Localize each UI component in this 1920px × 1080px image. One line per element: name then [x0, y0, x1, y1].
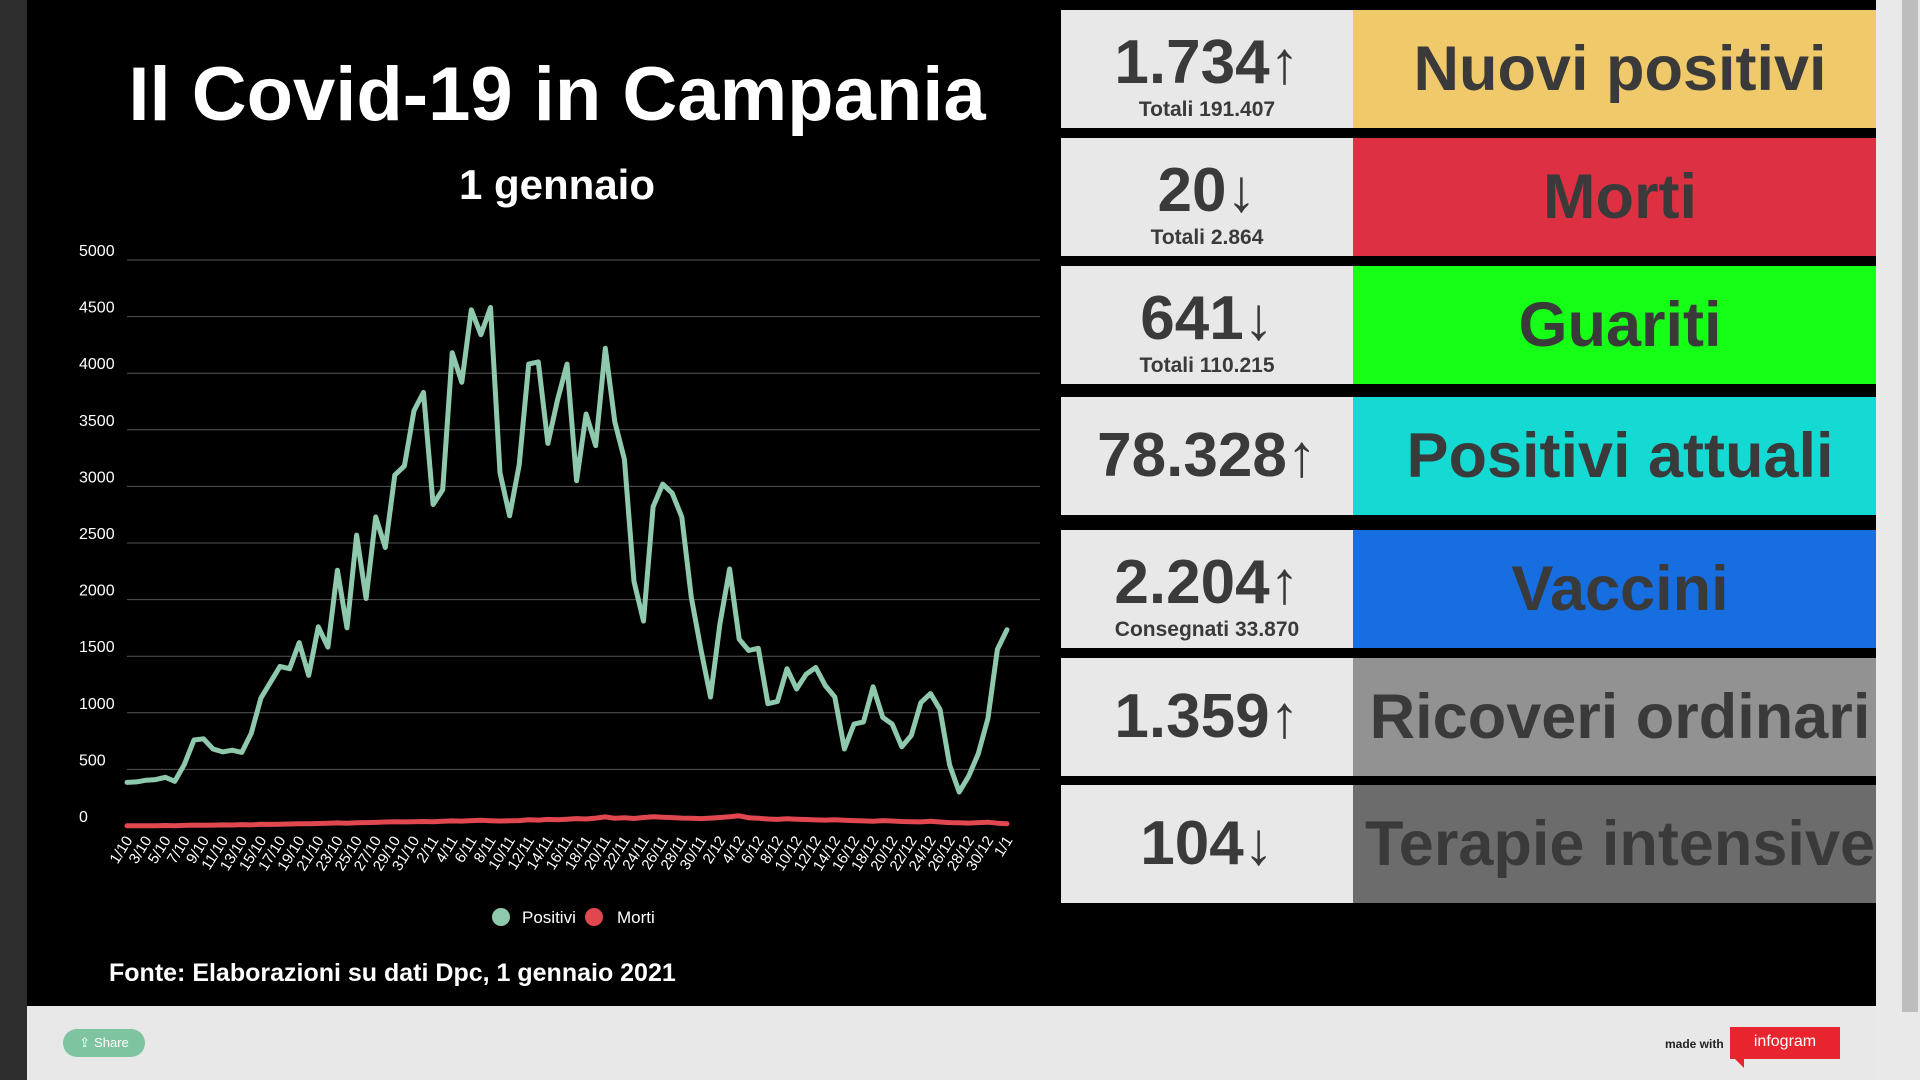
stat-label: Morti [1543, 162, 1697, 232]
arrow-up-icon: ↑ [1269, 683, 1300, 750]
stat-number: 2.204 [1114, 548, 1270, 617]
arrow-down-icon: ↓ [1226, 157, 1257, 224]
stat-label: Guariti [1518, 290, 1722, 360]
arrow-up-icon: ↑ [1286, 422, 1317, 489]
stat-card: 1.734↑ Totali 191.407 [1061, 10, 1353, 128]
stat-card: 2.204↑ Consegnati 33.870 [1061, 530, 1353, 648]
page-title: Il Covid-19 in Campania [128, 52, 986, 137]
stat-total: Totali 110.215 [1139, 354, 1275, 377]
y-tick-label: 2000 [79, 583, 115, 600]
stat-card: 20↓ Totali 2.864 [1061, 138, 1353, 256]
stat-label-box: Terapie intensive [1353, 785, 1887, 903]
chart-legend: Positivi Morti [492, 908, 655, 927]
share-label: Share [94, 1035, 129, 1050]
y-tick-label: 2500 [79, 526, 115, 543]
legend-swatch [492, 908, 510, 926]
stat-label-box: Morti [1353, 138, 1887, 256]
y-tick-label: 1500 [79, 639, 115, 656]
stat-label-box: Vaccini [1353, 530, 1887, 648]
stat-total: Consegnati 33.870 [1114, 618, 1300, 641]
stat-card: 641↓ Totali 110.215 [1061, 266, 1353, 384]
y-tick-label: 0 [79, 809, 88, 826]
stat-number: 1.734 [1114, 28, 1270, 97]
stat-value: 1.734↑ [1061, 28, 1353, 98]
share-button[interactable]: ⇪ Share [63, 1029, 145, 1057]
stat-label: Positivi attuali [1406, 421, 1834, 491]
stat-number: 104 [1140, 809, 1244, 878]
stat-label: Vaccini [1511, 554, 1729, 624]
infographic-canvas: Il Covid-19 in Campania 1 gennaio 0 500 10… [27, 0, 1887, 1006]
y-tick-label: 5000 [79, 243, 115, 260]
window-left-edge [0, 0, 27, 1080]
page-subtitle: 1 gennaio [458, 161, 656, 208]
footer-bar [27, 1006, 1876, 1080]
stat-value: 78.328↑ [1061, 421, 1353, 491]
stat-number: 1.359 [1114, 682, 1270, 751]
stat-value: 641↓ [1061, 284, 1353, 354]
y-tick-label: 3000 [79, 469, 115, 486]
arrow-down-icon: ↓ [1243, 285, 1274, 352]
y-tick-label: 4000 [79, 356, 115, 373]
stat-total: Totali 2.864 [1150, 226, 1264, 249]
stat-number: 78.328 [1097, 421, 1287, 490]
y-axis: 0 500 1000 1500 2000 2500 3000 3500 4000 4500 5000 [79, 243, 115, 826]
stat-label: Terapie intensive [1364, 809, 1876, 879]
stat-label: Ricoveri ordinari [1369, 682, 1871, 752]
infogram-logo[interactable]: infogram [1730, 1027, 1840, 1068]
scrollbar-thumb[interactable] [1902, 0, 1918, 1012]
stat-total: Totali 191.407 [1138, 98, 1276, 121]
stat-value: 2.204↑ [1061, 548, 1353, 618]
share-icon: ⇪ [79, 1035, 91, 1050]
x-tick-label: 1/1 [991, 833, 1016, 860]
legend-label: Positivi [522, 908, 576, 927]
stat-card: 78.328↑ [1061, 397, 1353, 515]
y-tick-label: 1000 [79, 696, 115, 713]
series-line-positivi [124, 305, 1010, 795]
y-tick-label: 4500 [79, 300, 115, 317]
stat-value: 20↓ [1061, 156, 1353, 226]
stat-value: 1.359↑ [1061, 682, 1353, 752]
chart-series [124, 305, 1010, 829]
x-axis: 1/103/105/107/109/1011/1013/1015/1017/10… [107, 833, 1017, 874]
stat-label-box: Guariti [1353, 266, 1887, 384]
source-note: Fonte: Elaborazioni su dati Dpc, 1 genna… [109, 959, 676, 987]
y-tick-label: 500 [79, 752, 106, 769]
made-with-text: made with [1665, 1037, 1724, 1051]
arrow-up-icon: ↑ [1269, 549, 1300, 616]
stat-card: 104↓ [1061, 785, 1353, 903]
stat-label-box: Ricoveri ordinari [1353, 658, 1887, 776]
legend-label: Morti [617, 908, 655, 927]
stat-label: Nuovi positivi [1413, 34, 1827, 104]
stat-number: 20 [1157, 156, 1227, 225]
series-line-morti [124, 813, 1010, 829]
stat-value: 104↓ [1061, 809, 1353, 879]
y-tick-label: 3500 [79, 413, 115, 430]
arrow-up-icon: ↑ [1269, 29, 1300, 96]
stat-card: 1.359↑ [1061, 658, 1353, 776]
arrow-down-icon: ↓ [1243, 810, 1274, 877]
stat-label-box: Positivi attuali [1353, 397, 1887, 515]
stat-number: 641 [1140, 284, 1244, 353]
stat-label-box: Nuovi positivi [1353, 10, 1887, 128]
line-chart: 0 500 1000 1500 2000 2500 3000 3500 4000 4500 5000… [79, 243, 1040, 927]
legend-swatch [585, 908, 603, 926]
